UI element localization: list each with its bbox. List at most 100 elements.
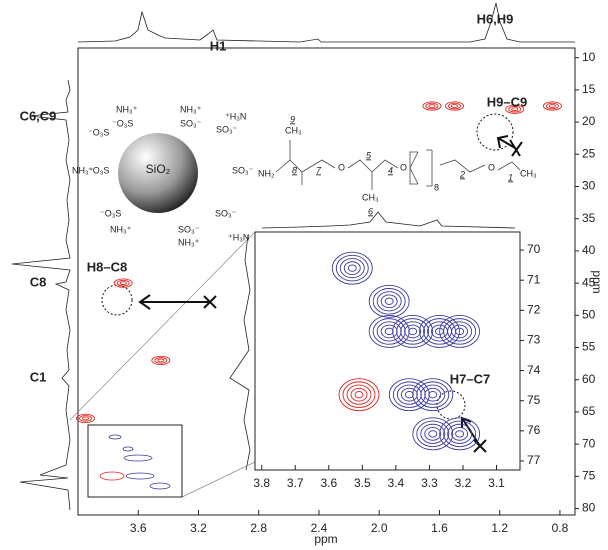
- group-label: ⁻O₃S: [88, 165, 109, 175]
- peak: [446, 102, 464, 110]
- chain-number: 9: [290, 114, 295, 124]
- zoom-line: [182, 462, 255, 497]
- x-tick-label: 3.2: [455, 476, 472, 490]
- x-tick-label: 3.4: [388, 476, 405, 490]
- y-tick-label: 80: [582, 501, 596, 515]
- y-tick-label: 75: [527, 393, 541, 407]
- annotation: C1: [30, 369, 47, 384]
- chain-label: NH₂: [258, 168, 275, 178]
- peak: [543, 102, 561, 110]
- x-tick-label: 3.1: [488, 476, 505, 490]
- y-axis-label: ppm: [590, 270, 604, 293]
- chain-number: 8: [292, 165, 297, 175]
- chain-label: O: [338, 162, 345, 172]
- x-tick-label: 2.0: [371, 521, 388, 535]
- group-label: ⁻O₃S: [100, 208, 121, 218]
- y-tick-label: 71: [527, 272, 541, 286]
- y-tick-label: 76: [527, 423, 541, 437]
- y-tick-label: 75: [582, 469, 596, 483]
- y-tick-label: 35: [582, 211, 596, 225]
- contour-ring: [546, 103, 558, 109]
- chain-label: CH₃: [520, 168, 537, 178]
- chain-number: 6: [368, 206, 373, 216]
- annotation: H7–C7: [450, 371, 490, 386]
- group-label: NH₃⁺: [180, 104, 202, 114]
- annotation: H1: [210, 38, 227, 53]
- x-axis-label: ppm: [314, 532, 337, 546]
- annotation: H6,H9: [477, 11, 514, 26]
- y-tick-label: 72: [527, 303, 541, 317]
- chain-label: O: [400, 162, 407, 172]
- contour-ring: [429, 105, 435, 108]
- y-tick-label: 73: [527, 333, 541, 347]
- inset-left-trace: [230, 235, 250, 470]
- group-label: NH₃⁺: [178, 237, 200, 247]
- arrow: [140, 295, 216, 309]
- x-tick-label: 3.6: [130, 521, 147, 535]
- inset-top-trace: [262, 212, 515, 228]
- group-label: SO₃⁻: [216, 124, 238, 134]
- contour-ring: [120, 282, 126, 285]
- contour-ring: [449, 103, 461, 109]
- y-tick-label: 55: [582, 340, 596, 354]
- x-tick-label: 1.6: [431, 521, 448, 535]
- peak: [423, 102, 441, 110]
- y-tick-label: 77: [527, 453, 541, 467]
- group-label: ⁺H₃N: [225, 111, 246, 121]
- x-tick-label: 3.8: [253, 476, 270, 490]
- x-tick-label: 3.2: [190, 521, 207, 535]
- chain-number: 1: [508, 172, 513, 182]
- chain-number: 5: [366, 150, 372, 160]
- contour-ring: [452, 105, 458, 108]
- group-label: ⁻O₃S: [112, 118, 133, 128]
- chain-label: O: [488, 162, 495, 172]
- annotation: H9–C9: [487, 94, 527, 109]
- peak: [77, 414, 95, 422]
- annotation: C6,C9: [20, 108, 57, 123]
- peak: [114, 279, 132, 287]
- x-tick-label: 2.8: [250, 521, 267, 535]
- contour-ring: [80, 416, 92, 422]
- core-label: SiO₂: [146, 162, 171, 176]
- figure: SiO₂ NH₃⁺ SO₃⁻ NH₃⁺ ⁻O₃S ⁺H₃N SO₃⁻ ⁻O₃S …: [0, 0, 608, 550]
- group-label: NH₃⁺: [116, 104, 138, 114]
- repeat-index: 8: [434, 182, 439, 192]
- y-tick-label: 50: [582, 307, 596, 321]
- group-label: SO₃⁻: [178, 224, 200, 234]
- y-tick-label: 40: [582, 243, 596, 257]
- left-trace: [12, 80, 70, 510]
- y-tick-label: 60: [582, 372, 596, 386]
- y-tick-label: 15: [582, 82, 596, 96]
- x-tick-label: 3.5: [354, 476, 371, 490]
- x-tick-label: 1.2: [491, 521, 508, 535]
- y-tick-label: 25: [582, 146, 596, 160]
- group-label: SO₃⁻: [215, 208, 237, 218]
- chain-number: 4: [388, 165, 393, 175]
- inset-frame: [255, 232, 520, 470]
- y-tick-label: 70: [582, 436, 596, 450]
- y-tick-label: 20: [582, 114, 596, 128]
- contour-ring: [83, 417, 89, 420]
- x-tick-label: 3.3: [421, 476, 438, 490]
- y-tick-label: 30: [582, 179, 596, 193]
- arrow: [498, 136, 522, 156]
- peak: [152, 356, 170, 364]
- annotation: C8: [30, 274, 47, 289]
- chain-label: CH₃: [362, 192, 379, 202]
- group-label: ⁺H₃N: [228, 232, 249, 242]
- x-tick-label: 3.6: [320, 476, 337, 490]
- x-tick-label: 0.8: [552, 521, 569, 535]
- group-label: ⁻O₃S: [88, 127, 109, 137]
- y-tick-label: 70: [527, 242, 541, 256]
- y-tick-label: 65: [582, 404, 596, 418]
- y-tick-label: 74: [527, 363, 541, 377]
- contour-ring: [158, 359, 164, 362]
- contour-ring: [426, 103, 438, 109]
- peak-circle: [102, 285, 132, 315]
- contour-ring: [549, 105, 555, 108]
- annotation: H8–C8: [87, 259, 127, 274]
- chain-number: 7: [316, 165, 322, 175]
- chain-label: CH₃: [285, 125, 302, 135]
- y-tick-label: 10: [582, 50, 596, 64]
- x-tick-label: 3.7: [287, 476, 304, 490]
